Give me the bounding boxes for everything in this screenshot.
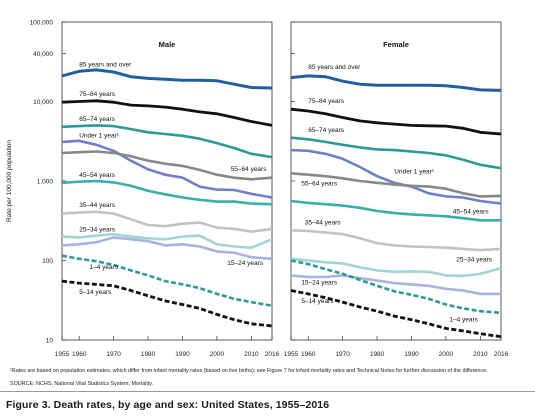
series-label: 85 years and over bbox=[79, 62, 132, 69]
x-tick-label: 2010 bbox=[473, 351, 488, 358]
series-label: 1–4 years bbox=[449, 317, 478, 324]
series-line bbox=[290, 172, 502, 198]
x-tick-label: 2000 bbox=[210, 351, 225, 358]
panel-title: Male bbox=[159, 40, 176, 49]
series-label: 5–14 years bbox=[301, 298, 334, 305]
series-line bbox=[61, 179, 273, 206]
panel-title: Female bbox=[383, 40, 409, 49]
series-line bbox=[290, 148, 502, 205]
x-tick-label: 1955 bbox=[284, 351, 299, 358]
series-line bbox=[290, 107, 502, 136]
series-line bbox=[61, 68, 273, 90]
series-line bbox=[61, 139, 273, 199]
series-label: 45–54 years bbox=[453, 209, 490, 216]
series-line bbox=[61, 150, 273, 181]
series-label: 25–34 years bbox=[79, 226, 116, 233]
x-tick-label: 1960 bbox=[301, 351, 316, 358]
x-tick-label: 1960 bbox=[72, 351, 87, 358]
x-tick-label: 1970 bbox=[335, 351, 350, 358]
series-line bbox=[290, 257, 502, 278]
series-label: Under 1 year¹ bbox=[394, 168, 435, 175]
series-line bbox=[290, 229, 502, 252]
series-label: 1–4 years bbox=[90, 264, 119, 271]
x-tick-label: 1990 bbox=[175, 351, 190, 358]
series-line bbox=[290, 289, 502, 339]
x-tick-label: 1980 bbox=[370, 351, 385, 358]
x-tick-label: 2016 bbox=[494, 351, 509, 358]
series-line bbox=[290, 259, 502, 315]
panel-male: Male 1955 1960 1970 1980 1990 2000 2010 2016 85 y… bbox=[55, 21, 280, 358]
panel-female: Female 1955 1960 1970 1980 1990 2000 2010 2016 85… bbox=[284, 21, 509, 358]
x-tick-label: 2010 bbox=[244, 351, 259, 358]
x-tick-label: 1990 bbox=[404, 351, 419, 358]
series-label: 5–14 years bbox=[79, 289, 112, 296]
x-tick-label: 2016 bbox=[265, 351, 280, 358]
figure-frame: Rate per 100,000 population 10 100 1,000 10,… bbox=[0, 20, 535, 392]
series-line bbox=[290, 74, 502, 92]
series-label: 55–64 years bbox=[301, 180, 338, 187]
x-tick-label: 1955 bbox=[55, 351, 70, 358]
figure-caption: Figure 3. Death rates, by age and sex: U… bbox=[6, 399, 330, 411]
series-line bbox=[290, 136, 502, 170]
source-note: SOURCE: NCHS, National Vital Statistics … bbox=[10, 381, 153, 387]
series-label: 35–44 years bbox=[305, 219, 342, 226]
y-tick-label: 100,000 bbox=[30, 20, 54, 27]
x-tick-label: 1980 bbox=[141, 351, 156, 358]
series-line bbox=[290, 199, 501, 222]
y-tick-label: 10,000 bbox=[33, 99, 53, 106]
y-tick-label: 10 bbox=[46, 338, 54, 345]
series-label: Under 1 year¹ bbox=[79, 133, 120, 140]
y-tick-label: 40,000 bbox=[33, 51, 53, 58]
series-label: 15–24 years bbox=[301, 279, 338, 286]
series-line bbox=[61, 236, 273, 261]
series-line bbox=[61, 124, 273, 159]
x-tick-label: 2000 bbox=[439, 351, 454, 358]
series-label: 55–64 years bbox=[231, 166, 268, 173]
x-tick-label: 1970 bbox=[106, 351, 121, 358]
series-label: 75–84 years bbox=[79, 91, 116, 98]
series-label: 75–84 years bbox=[308, 98, 345, 105]
y-axis-title: Rate per 100,000 population bbox=[6, 140, 13, 222]
series-line bbox=[61, 232, 273, 249]
series-line bbox=[61, 210, 273, 233]
series-label: 25–34 years bbox=[456, 257, 493, 264]
footnote: ¹Rates are based on population estimates… bbox=[10, 368, 488, 374]
series-label: 65–74 years bbox=[308, 127, 345, 134]
death-rates-chart: Rate per 100,000 population 10 100 1,000 10,… bbox=[6, 20, 509, 359]
series-label: 15–24 years bbox=[227, 260, 264, 267]
series-label: 85 years and over bbox=[308, 64, 361, 71]
series-label: 35–44 years bbox=[79, 202, 116, 209]
series-line bbox=[61, 99, 273, 127]
y-tick-label: 1,000 bbox=[37, 179, 54, 186]
series-line bbox=[290, 274, 501, 296]
y-tick-label: 100 bbox=[42, 258, 53, 265]
series-line bbox=[61, 279, 273, 328]
series-label: 65–74 years bbox=[79, 116, 116, 123]
series-line bbox=[61, 254, 273, 307]
series-label: 45–54 years bbox=[79, 172, 116, 179]
